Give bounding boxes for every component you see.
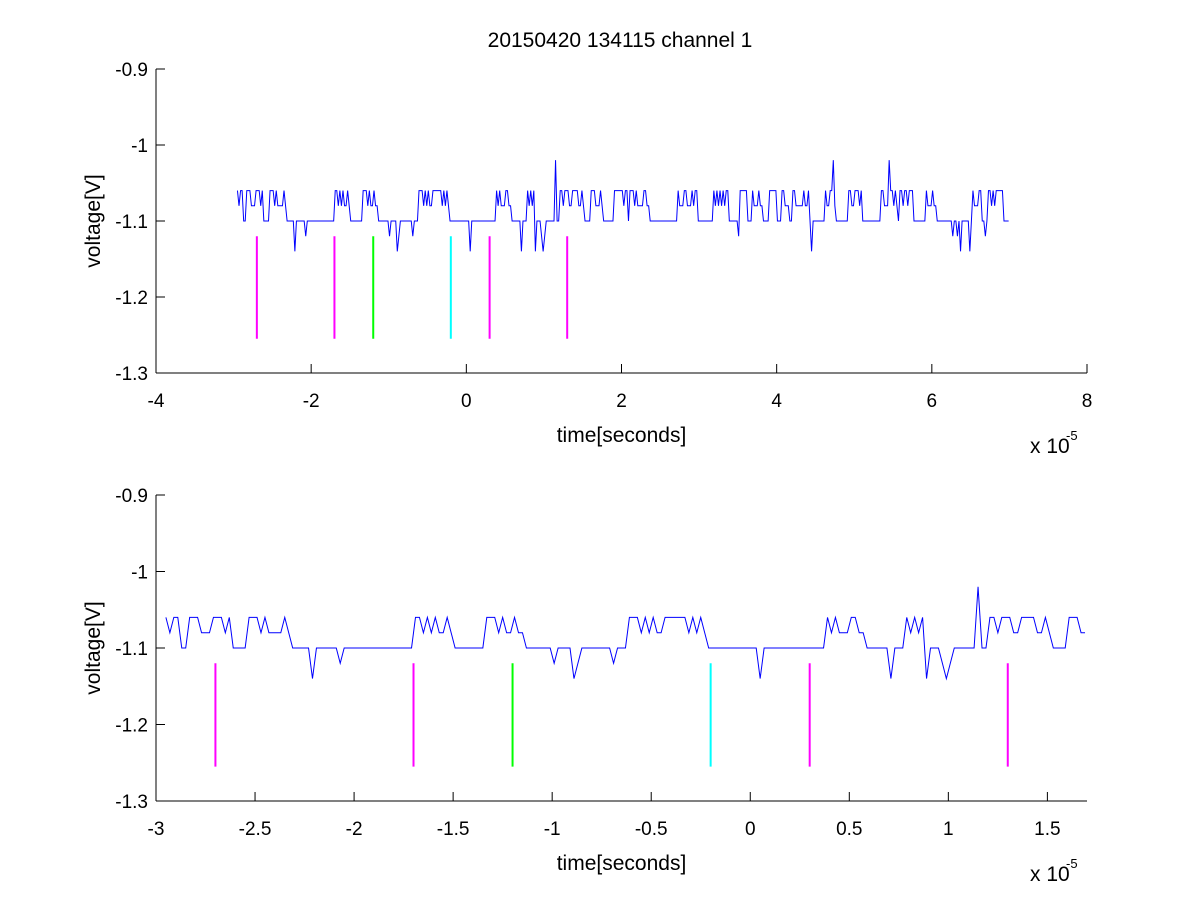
- x-tick-label: -2.5: [239, 819, 272, 840]
- x-tick-label: -3: [148, 819, 165, 840]
- x-tick-label: -1: [544, 819, 561, 840]
- y-tick-label: -1.2: [115, 716, 148, 737]
- subplot-top: -0.9 -1 -1.1 -1.2 -1.3-4 -2 0 2 4 6 8 time[seconds]…: [82, 60, 1092, 458]
- x-axis-label: time[seconds]: [557, 424, 687, 447]
- y-axis-label: voltage[V]: [82, 601, 105, 694]
- y-tick-label: -1.1: [115, 212, 148, 233]
- x-tick-label: 0: [461, 391, 472, 412]
- x-tick-label: 6: [927, 391, 938, 412]
- x-axis-label: time[seconds]: [557, 852, 687, 875]
- x-exponent-label: x 10: [1030, 863, 1070, 886]
- x-tick-label: -0.5: [635, 819, 668, 840]
- x-tick-label: 1.5: [1034, 819, 1060, 840]
- x-tick-label: -2: [303, 391, 320, 412]
- x-tick-label: -4: [148, 391, 165, 412]
- x-tick-label: 2: [616, 391, 627, 412]
- y-tick-label: -1.1: [115, 639, 148, 660]
- subplot-bottom: -0.9 -1 -1.1 -1.2 -1.3-3 -2.5 -2 -1.5 -1 -0.5 0 0.5…: [82, 486, 1087, 886]
- x-exponent-value: -5: [1066, 428, 1078, 443]
- x-tick-label: 4: [771, 391, 782, 412]
- y-tick-label: -1: [131, 563, 148, 584]
- y-tick-label: -1.2: [115, 288, 148, 309]
- x-tick-label: 0.5: [836, 819, 862, 840]
- y-tick-label: -1.3: [115, 364, 148, 385]
- x-exponent-label: x 10: [1030, 435, 1070, 458]
- signal-trace: [165, 586, 1086, 681]
- x-tick-label: 8: [1082, 391, 1093, 412]
- y-tick-label: -0.9: [115, 60, 148, 81]
- x-tick-label: 0: [745, 819, 756, 840]
- y-tick-label: -0.9: [115, 486, 148, 507]
- signal-trace: [236, 160, 1009, 252]
- x-tick-label: -2: [346, 819, 363, 840]
- y-tick-label: -1: [131, 136, 148, 157]
- x-tick-label: -1.5: [437, 819, 470, 840]
- y-tick-label: -1.3: [115, 792, 148, 813]
- x-exponent-value: -5: [1066, 856, 1078, 871]
- x-tick-label: 1: [943, 819, 954, 840]
- figure-title: 20150420 134115 channel 1: [488, 29, 753, 52]
- y-axis-label: voltage[V]: [82, 174, 105, 267]
